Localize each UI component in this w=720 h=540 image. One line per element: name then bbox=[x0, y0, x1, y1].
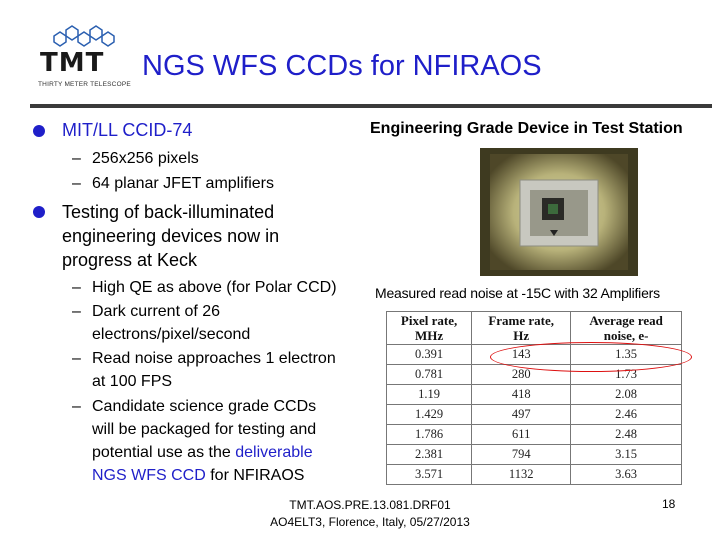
ccd-chip-image bbox=[480, 148, 638, 276]
tmt-logo: TMT THIRTY METER TELESCOPE bbox=[36, 22, 136, 94]
sub-read-noise-line1: Read noise approaches 1 electron bbox=[92, 350, 336, 367]
ngs-wfs-ccd-text: NGS WFS CCD bbox=[92, 467, 206, 484]
table-cell: 2.48 bbox=[570, 424, 682, 445]
for-nfiraos-text: for NFIRAOS bbox=[205, 467, 305, 484]
table-cell: 143 bbox=[471, 344, 572, 365]
slide-title: NGS WFS CCDs for NFIRAOS bbox=[142, 50, 542, 82]
logo-subtext: THIRTY METER TELESCOPE bbox=[38, 81, 131, 88]
read-noise-table: Pixel rate, MHz Frame rate, Hz Average rea… bbox=[385, 311, 682, 485]
sub-candidate-line2: will be packaged for testing and bbox=[92, 421, 317, 438]
table-cell: 3.15 bbox=[570, 444, 682, 465]
table-cell: 1.73 bbox=[570, 364, 682, 385]
dash-icon: – bbox=[72, 175, 81, 192]
slide-footer: TMT.AOS.PRE.13.081.DRF01 AO4ELT3, Floren… bbox=[220, 497, 520, 531]
ccd-device-photo bbox=[480, 148, 638, 276]
table-row: 1.19 418 2.08 bbox=[385, 384, 682, 405]
hexagon-logo-icon bbox=[53, 25, 115, 47]
dash-icon: – bbox=[72, 398, 81, 415]
table-cell: 1132 bbox=[471, 464, 572, 485]
dash-icon: – bbox=[72, 279, 81, 296]
table-cell: 1.19 bbox=[385, 384, 473, 405]
table-cell: 1.429 bbox=[385, 404, 473, 425]
dash-icon: – bbox=[72, 303, 81, 320]
table-cell: 2.381 bbox=[385, 444, 473, 465]
col-pixel-rate: Pixel rate, MHz bbox=[385, 311, 473, 345]
bullet-ccid74: MIT/LL CCID-74 bbox=[62, 120, 193, 140]
logo-text: TMT bbox=[40, 48, 105, 78]
photo-caption: Engineering Grade Device in Test Station bbox=[370, 120, 683, 137]
bullet-icon bbox=[33, 206, 45, 218]
table-caption: Measured read noise at -15C with 32 Ampl… bbox=[375, 285, 660, 301]
table-cell: 497 bbox=[471, 404, 572, 425]
dash-icon: – bbox=[72, 350, 81, 367]
sub-candidate-line4: NGS WFS CCD for NFIRAOS bbox=[92, 464, 304, 488]
table-cell: 611 bbox=[471, 424, 572, 445]
col-frame-rate: Frame rate, Hz bbox=[471, 311, 572, 345]
table-cell: 1.35 bbox=[570, 344, 682, 365]
table-header-row: Pixel rate, MHz Frame rate, Hz Average rea… bbox=[385, 311, 682, 345]
candidate-text: potential use as the bbox=[92, 444, 236, 461]
table-cell: 2.46 bbox=[570, 404, 682, 425]
table-cell: 280 bbox=[471, 364, 572, 385]
footer-doc-id: TMT.AOS.PRE.13.081.DRF01 bbox=[289, 498, 451, 512]
bullet-testing-line3: progress at Keck bbox=[62, 250, 198, 270]
sub-read-noise-line2: at 100 FPS bbox=[92, 373, 173, 390]
sub-pixels: 256x256 pixels bbox=[92, 150, 199, 167]
table-cell: 1.786 bbox=[385, 424, 473, 445]
table-row: 0.391 143 1.35 bbox=[385, 344, 682, 365]
table-cell: 2.08 bbox=[570, 384, 682, 405]
table-cell: 0.391 bbox=[385, 344, 473, 365]
table-cell: 3.571 bbox=[385, 464, 473, 485]
sub-amplifiers: 64 planar JFET amplifiers bbox=[92, 175, 274, 192]
deliverable-text: deliverable bbox=[235, 444, 313, 461]
sub-candidate-line1: Candidate science grade CCDs bbox=[92, 398, 317, 415]
col-read-noise: Average read noise, e- bbox=[570, 311, 682, 345]
sub-high-qe: High QE as above (for Polar CCD) bbox=[92, 279, 337, 296]
table-row: 3.571 1132 3.63 bbox=[385, 464, 682, 485]
table-cell: 794 bbox=[471, 444, 572, 465]
page-number: 18 bbox=[662, 497, 676, 511]
bullet-icon bbox=[33, 125, 45, 137]
table-row: 1.429 497 2.46 bbox=[385, 404, 682, 425]
sub-candidate-line3: potential use as the deliverable bbox=[92, 441, 313, 465]
table-row: 0.781 280 1.73 bbox=[385, 364, 682, 385]
table-row: 1.786 611 2.48 bbox=[385, 424, 682, 445]
bullet-testing-line2: engineering devices now in bbox=[62, 226, 280, 246]
table-cell: 418 bbox=[471, 384, 572, 405]
sub-dark-current-line1: Dark current of 26 bbox=[92, 303, 221, 320]
table-row: 2.381 794 3.15 bbox=[385, 444, 682, 465]
dash-icon: – bbox=[72, 150, 81, 167]
table-cell: 3.63 bbox=[570, 464, 682, 485]
footer-conference: AO4ELT3, Florence, Italy, 05/27/2013 bbox=[270, 515, 470, 529]
title-divider bbox=[30, 104, 712, 108]
table-cell: 0.781 bbox=[385, 364, 473, 385]
bullet-testing-line1: Testing of back-illuminated bbox=[62, 202, 275, 222]
sub-dark-current-line2: electrons/pixel/second bbox=[92, 326, 251, 343]
